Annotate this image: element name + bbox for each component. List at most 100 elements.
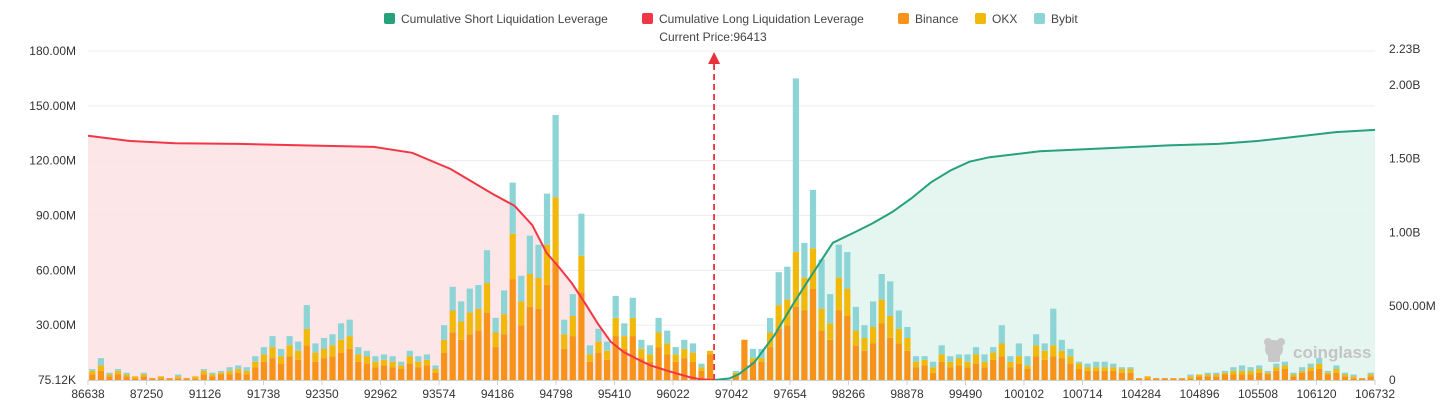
bar-bybit: [295, 341, 302, 351]
bar-okx: [132, 376, 139, 379]
bar-binance: [784, 325, 791, 380]
bar-binance: [269, 358, 276, 380]
bar-okx: [209, 374, 216, 377]
bar-binance: [338, 352, 345, 380]
bar-okx: [372, 361, 379, 368]
bar-bybit: [664, 330, 671, 344]
bar-bybit: [835, 244, 842, 278]
bar-bybit: [801, 242, 808, 278]
bar-okx: [543, 244, 551, 285]
bar-binance: [912, 367, 920, 380]
bar-okx: [1033, 345, 1040, 357]
bar-binance: [355, 361, 362, 380]
bar-bybit: [990, 347, 997, 353]
bar-okx: [629, 317, 636, 337]
bar-binance: [1058, 358, 1065, 380]
bar-okx: [243, 370, 250, 375]
bar-binance: [1290, 376, 1297, 380]
bar-bybit: [483, 250, 491, 284]
bar-okx: [1041, 350, 1048, 360]
bar-binance: [972, 363, 980, 380]
y-left-tick: 30.00M: [36, 318, 76, 332]
bar-bybit: [809, 189, 817, 249]
bar-okx: [1341, 374, 1349, 377]
x-tick-label: 91738: [247, 387, 281, 401]
bar-bybit: [749, 348, 757, 358]
bar-okx: [1367, 374, 1374, 377]
bar-okx: [1273, 367, 1280, 371]
bar-bybit: [1333, 365, 1340, 370]
bar-okx: [346, 336, 353, 349]
bar-binance: [887, 338, 894, 380]
bar-binance: [518, 325, 525, 380]
bar-okx: [1075, 363, 1083, 370]
bar-binance: [1316, 369, 1323, 380]
coinglass-logo-icon: [1264, 338, 1285, 362]
bar-okx: [1050, 345, 1057, 357]
bar-okx: [449, 310, 456, 333]
bar-bybit: [878, 274, 885, 300]
x-tick-label: 96022: [656, 387, 690, 401]
bar-okx: [389, 361, 396, 368]
bar-okx: [921, 359, 928, 366]
bar-binance: [732, 374, 739, 380]
bar-binance: [192, 378, 199, 380]
bar-bybit: [449, 286, 456, 311]
bar-binance: [809, 288, 817, 380]
bar-okx: [432, 369, 439, 373]
bar-okx: [355, 354, 362, 362]
bar-okx: [904, 338, 911, 351]
bar-okx: [441, 339, 448, 353]
bar-bybit: [629, 297, 636, 318]
bar-binance: [320, 358, 328, 380]
bar-bybit: [535, 244, 542, 278]
bar-okx: [861, 338, 868, 351]
y-right-tick: 500.00M: [1389, 299, 1436, 313]
bar-binance: [1367, 376, 1374, 380]
bar-binance: [217, 374, 225, 380]
bar-binance: [698, 370, 705, 380]
bar-bybit: [1350, 374, 1357, 377]
bar-bybit: [818, 259, 825, 309]
bar-bybit: [1187, 374, 1194, 377]
bar-binance: [449, 332, 456, 380]
bar-binance: [1050, 356, 1057, 380]
bar-binance: [1153, 378, 1160, 380]
left-y-axis: 75.12K 30.00M 60.00M 90.00M 120.00M 150.00M 18…: [29, 44, 76, 387]
bar-bybit: [363, 350, 370, 357]
bar-okx: [552, 197, 559, 262]
bar-bybit: [380, 354, 388, 360]
bar-binance: [947, 367, 954, 380]
bar-okx: [192, 376, 199, 379]
bar-binance: [964, 367, 971, 380]
bar-okx: [844, 288, 851, 316]
bar-bybit: [861, 325, 868, 338]
bar-bybit: [106, 372, 113, 375]
bar-binance: [1127, 372, 1134, 380]
bar-okx: [604, 350, 611, 360]
bar-bybit: [355, 347, 362, 355]
y-left-tick: 60.00M: [36, 263, 76, 277]
x-tick-label: 94798: [539, 387, 573, 401]
bar-binance: [1110, 370, 1117, 380]
bar-binance: [1264, 374, 1271, 380]
bar-binance: [1101, 370, 1108, 380]
bar-binance: [1161, 378, 1168, 380]
legend-swatch: [642, 13, 653, 24]
bar-binance: [89, 374, 96, 380]
bar-bybit: [406, 350, 413, 357]
x-tick-label: 97042: [715, 387, 749, 401]
bar-binance: [1033, 356, 1040, 380]
bar-bybit: [947, 356, 954, 362]
bar-binance: [1170, 378, 1177, 380]
bar-binance: [501, 334, 508, 380]
bar-binance: [509, 279, 516, 380]
bar-okx: [466, 312, 473, 335]
bar-okx: [483, 283, 491, 313]
current-price-line: [708, 52, 721, 380]
bar-binance: [209, 376, 216, 380]
bar-okx: [998, 343, 1005, 357]
bar-binance: [140, 376, 147, 380]
bar-bybit: [784, 266, 791, 300]
bar-okx: [1333, 369, 1340, 373]
